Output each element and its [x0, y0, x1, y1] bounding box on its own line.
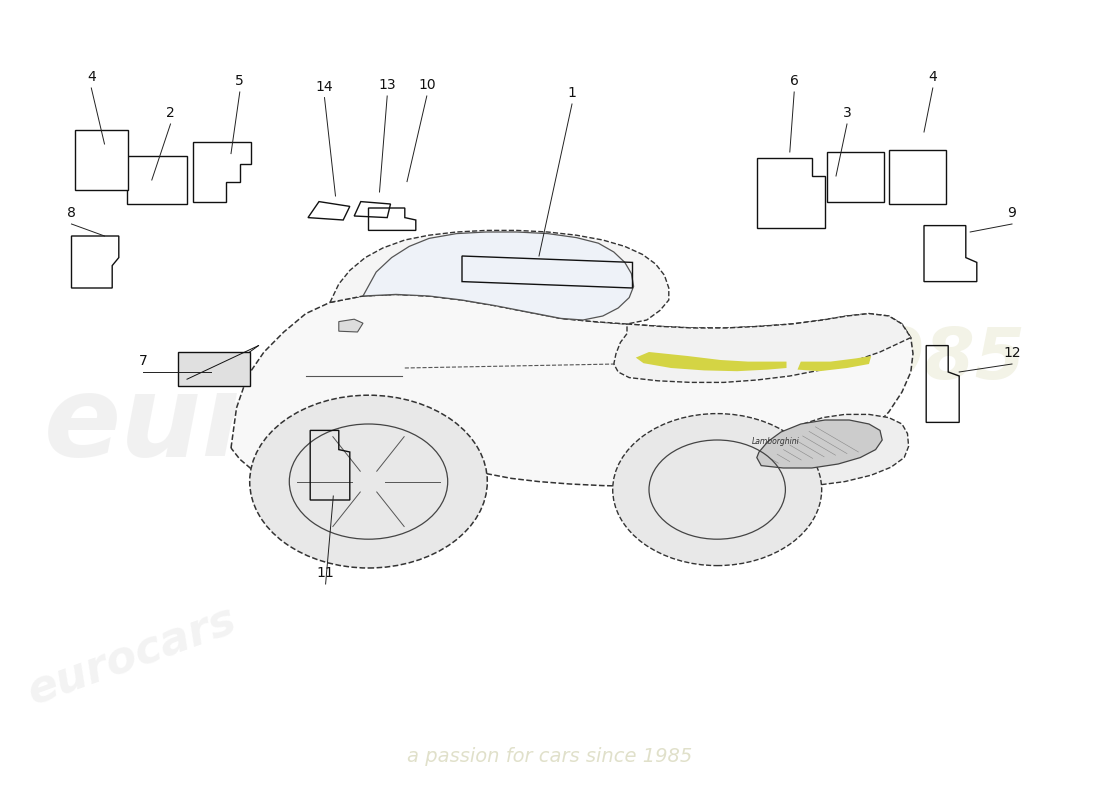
Text: since: since [682, 333, 783, 371]
Polygon shape [614, 314, 911, 382]
Polygon shape [636, 352, 786, 371]
Text: 1: 1 [568, 86, 576, 100]
Text: a passion for cars since 1985: a passion for cars since 1985 [407, 746, 693, 766]
Text: eurocars: eurocars [44, 369, 605, 479]
Text: 5: 5 [235, 74, 244, 88]
Polygon shape [726, 414, 909, 488]
Text: 11: 11 [317, 566, 334, 580]
Circle shape [250, 395, 487, 568]
Text: 10: 10 [418, 78, 436, 92]
Text: Lamborghini: Lamborghini [751, 437, 800, 446]
Text: 3: 3 [843, 106, 851, 120]
Text: 8: 8 [67, 206, 76, 220]
Bar [827, 152, 884, 202]
Bar [889, 150, 946, 204]
Polygon shape [363, 232, 634, 320]
Text: 4: 4 [928, 70, 937, 84]
Circle shape [613, 414, 822, 566]
Polygon shape [231, 294, 913, 486]
Text: 6: 6 [790, 74, 799, 88]
Text: 7: 7 [139, 354, 147, 368]
Text: 14: 14 [316, 80, 333, 94]
Polygon shape [798, 356, 871, 371]
Bar [126, 156, 187, 204]
Bar [75, 130, 128, 190]
Bar [178, 352, 250, 386]
Text: 13: 13 [378, 78, 396, 92]
Polygon shape [339, 319, 363, 332]
Text: 12: 12 [1003, 346, 1021, 360]
Text: 9: 9 [1008, 206, 1016, 220]
Text: eurocars: eurocars [22, 598, 243, 714]
Text: 4: 4 [87, 70, 96, 84]
Text: 1985: 1985 [825, 326, 1026, 394]
Polygon shape [757, 420, 882, 468]
Polygon shape [330, 230, 669, 324]
Text: 2: 2 [166, 106, 175, 120]
